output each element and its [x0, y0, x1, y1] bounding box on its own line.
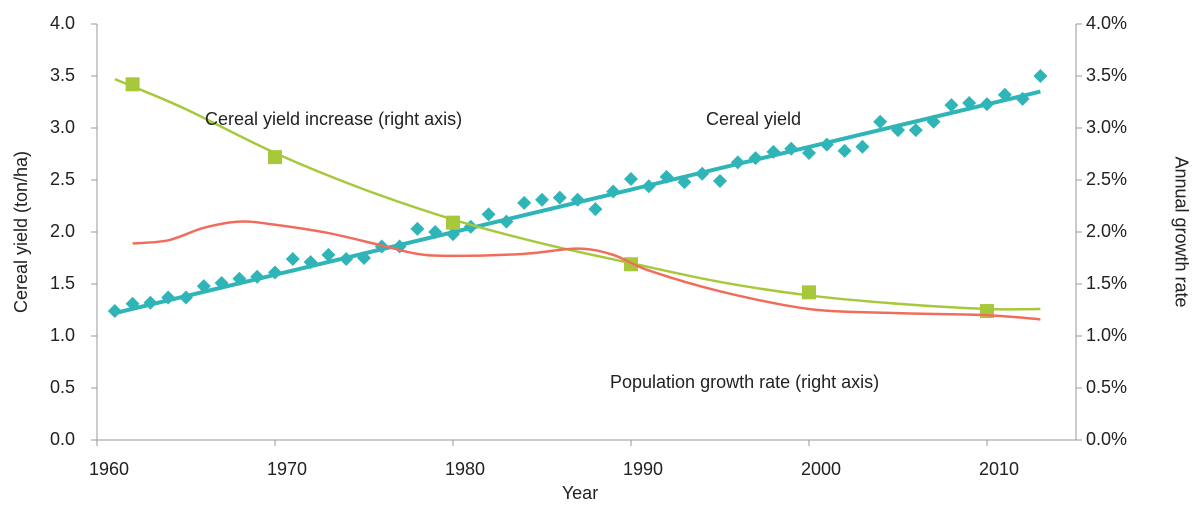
series-line: [132, 220, 1041, 321]
diamond-marker: [410, 221, 425, 236]
diamond-marker: [499, 214, 514, 229]
square-marker: [446, 215, 460, 230]
series-annotation: Cereal yield: [706, 109, 801, 129]
x-tick-label: 2000: [801, 459, 841, 479]
y-tick-label: 1.5: [50, 273, 75, 293]
diamond-marker: [624, 171, 638, 186]
y-tick-label: 3.5: [50, 65, 75, 85]
square-marker: [125, 77, 140, 92]
y2-tick-label: 2.5%: [1086, 169, 1127, 189]
series-line: [114, 77, 1041, 311]
y-tick-label: 0.0: [50, 429, 75, 449]
diamond-marker: [535, 192, 549, 207]
y2-tick-label: 1.5%: [1086, 273, 1127, 293]
diamond-marker: [944, 98, 959, 113]
x-tick-label: 1980: [445, 459, 485, 479]
y-tick-label: 2.0: [50, 221, 75, 241]
y-tick-label: 0.5: [50, 377, 75, 397]
diamond-marker: [321, 247, 336, 262]
y-tick-label: 1.0: [50, 325, 75, 345]
square-marker: [802, 285, 816, 300]
y-tick-label: 4.0: [50, 13, 75, 33]
y-tick-label: 2.5: [50, 169, 75, 189]
square-marker: [268, 150, 282, 165]
y2-tick-label: 4.0%: [1086, 13, 1127, 33]
diamond-marker: [1033, 69, 1048, 83]
series-annotation: Cereal yield increase (right axis): [205, 109, 462, 129]
x-tick-label: 1960: [89, 459, 129, 479]
y2-tick-label: 0.0%: [1086, 429, 1127, 449]
diamond-marker: [873, 114, 888, 129]
diamond-marker: [908, 123, 923, 138]
x-tick-label: 1990: [623, 459, 663, 479]
y2-tick-label: 0.5%: [1086, 377, 1127, 397]
diamond-marker: [713, 174, 727, 189]
y-tick-label: 3.0: [50, 117, 75, 137]
diamond-marker: [552, 190, 567, 205]
y2-tick-label: 2.0%: [1086, 221, 1127, 241]
x-tick-label: 2010: [979, 459, 1019, 479]
y2-tick-label: 1.0%: [1086, 325, 1127, 345]
diamond-marker: [837, 143, 852, 158]
x-axis-label: Year: [562, 483, 598, 503]
y2-axis-label: Annual growth rate: [1171, 156, 1191, 307]
y2-tick-label: 3.0%: [1086, 117, 1127, 137]
diamond-marker: [481, 207, 496, 222]
y2-tick-label: 3.5%: [1086, 65, 1127, 85]
diamond-marker: [285, 252, 300, 267]
diamond-marker: [588, 202, 603, 217]
x-tick-label: 1970: [267, 459, 307, 479]
diamond-marker: [107, 304, 122, 319]
diamond-marker: [855, 139, 870, 154]
diamond-marker: [517, 195, 532, 210]
series-annotation: Population growth rate (right axis): [610, 372, 879, 392]
series-line: [114, 89, 1041, 316]
y-axis-label: Cereal yield (ton/ha): [11, 151, 31, 313]
